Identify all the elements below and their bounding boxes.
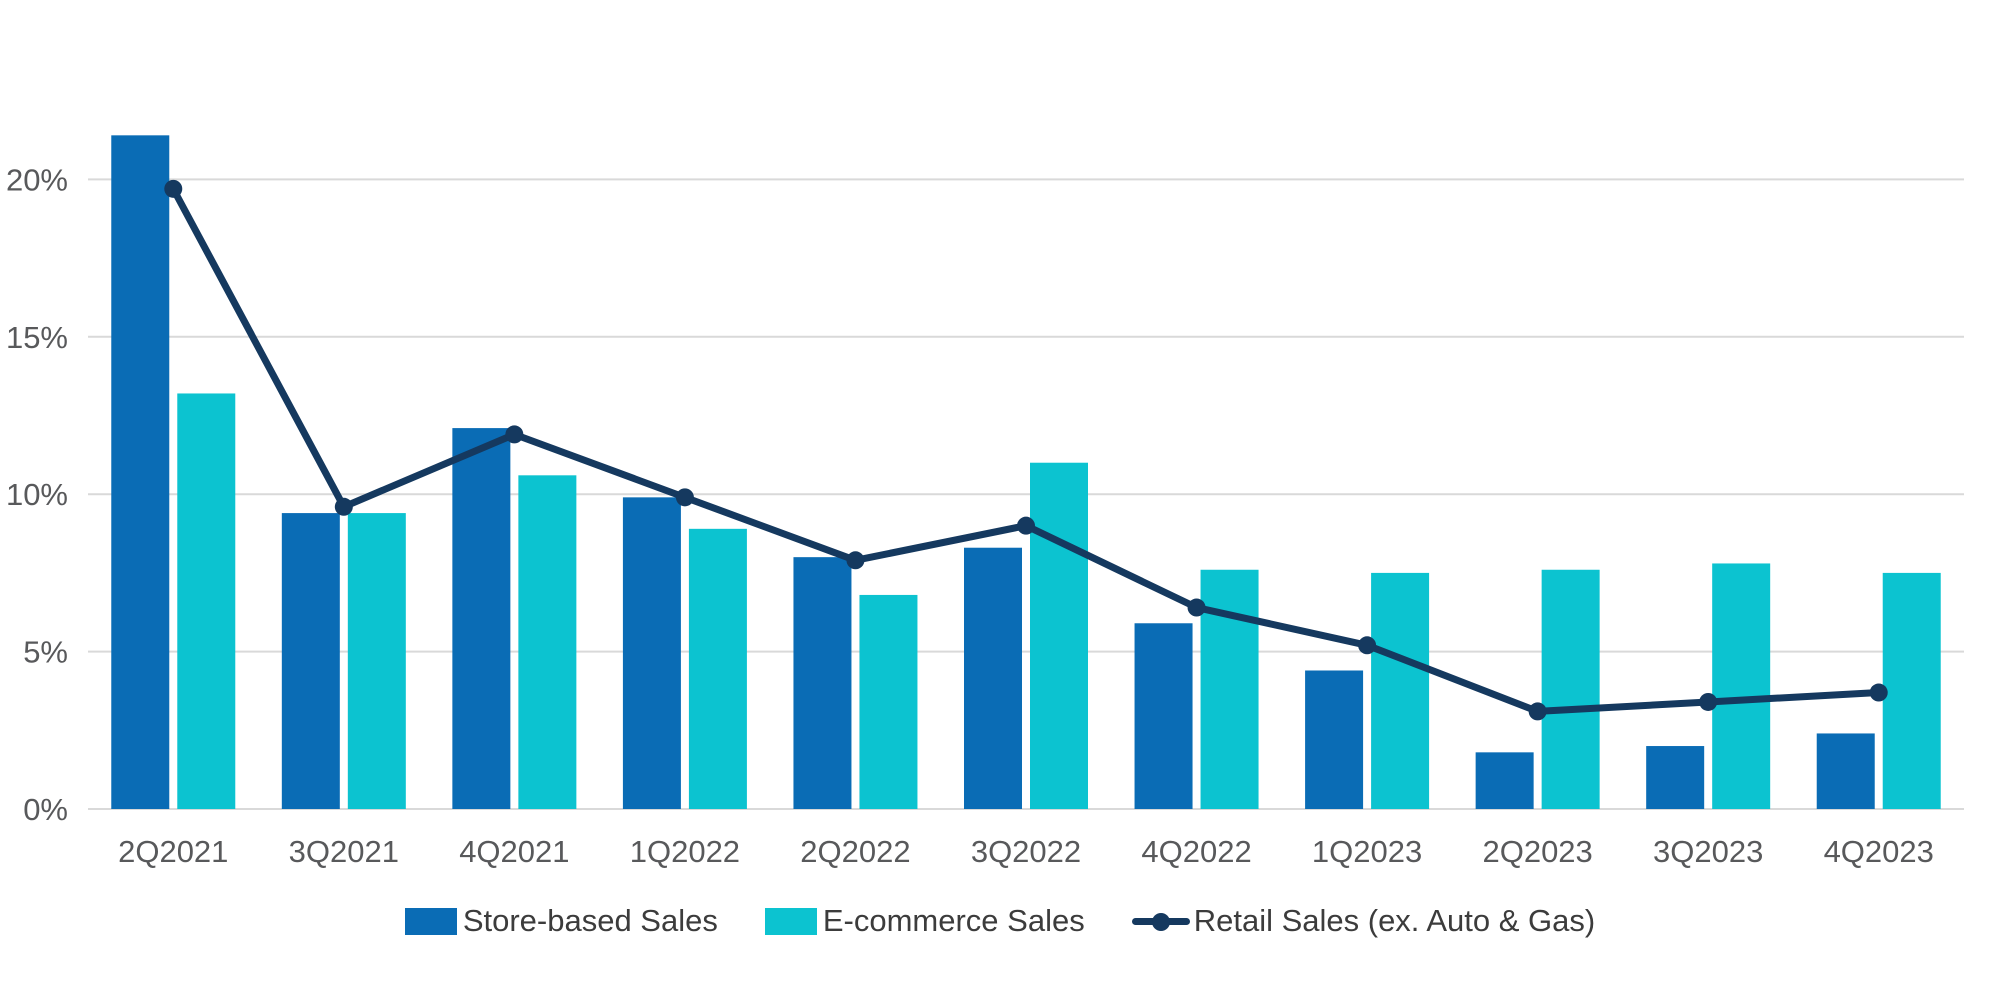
bar-store-based-4Q2022 <box>1134 623 1193 809</box>
y-tick-label: 15% <box>6 320 68 355</box>
retail-sales-line-marker-icon <box>1131 908 1190 935</box>
retail-sales-point-4Q2023 <box>1869 683 1888 702</box>
bar-ecommerce-3Q2022 <box>1030 462 1088 809</box>
legend-item-store-based-sales: Store-based Sales <box>404 903 718 939</box>
legend-label-retail-sales: Retail Sales (ex. Auto & Gas) <box>1193 903 1596 938</box>
legend-label-store-based-sales: Store-based Sales <box>462 903 718 938</box>
bar-store-based-3Q2023 <box>1646 746 1705 809</box>
bar-ecommerce-1Q2022 <box>688 528 747 809</box>
x-tick-label: 1Q2023 <box>1312 834 1422 869</box>
x-tick-label: 4Q2021 <box>459 834 569 869</box>
retail-sales-point-2Q2022 <box>846 551 865 570</box>
retail-sales-point-3Q2021 <box>334 497 353 516</box>
bar-ecommerce-2Q2021 <box>177 393 236 809</box>
bar-store-based-2Q2022 <box>793 557 852 809</box>
bar-store-based-1Q2022 <box>622 497 681 809</box>
y-tick-label: 0% <box>23 792 68 827</box>
bar-ecommerce-2Q2023 <box>1541 569 1600 809</box>
y-tick-label: 20% <box>6 162 68 197</box>
bar-ecommerce-2Q2022 <box>859 594 918 809</box>
y-tick-label: 5% <box>23 635 68 670</box>
x-tick-label: 2Q2022 <box>800 834 910 869</box>
bar-store-based-2Q2021 <box>111 135 170 809</box>
retail-sales-point-4Q2021 <box>505 425 524 444</box>
x-tick-label: 4Q2023 <box>1824 834 1934 869</box>
x-tick-label: 4Q2022 <box>1141 834 1251 869</box>
legend-item-retail-sales-line: Retail Sales (ex. Auto & Gas) <box>1131 903 1596 939</box>
retail-sales-point-3Q2023 <box>1699 692 1718 711</box>
bar-ecommerce-4Q2023 <box>1882 572 1941 809</box>
bar-store-based-4Q2023 <box>1816 733 1875 809</box>
retail-sales-point-2Q2023 <box>1528 702 1547 721</box>
bar-store-based-4Q2021 <box>452 428 511 809</box>
x-tick-label: 1Q2022 <box>630 834 740 869</box>
bar-ecommerce-3Q2023 <box>1712 563 1771 809</box>
retail-sales-point-3Q2022 <box>1017 516 1035 535</box>
legend-label-ecommerce-sales: E-commerce Sales <box>822 903 1085 938</box>
bar-ecommerce-3Q2021 <box>347 513 406 809</box>
bar-store-based-3Q2022 <box>964 547 1022 809</box>
ecommerce-sales-swatch-icon <box>764 907 817 935</box>
bar-ecommerce-4Q2021 <box>518 475 577 809</box>
retail-sales-point-4Q2022 <box>1187 598 1206 617</box>
bar-store-based-1Q2023 <box>1305 670 1364 809</box>
chart-plot-area: 0% 5% 10% 15% 20% 2Q2021 3Q2021 4Q2021 1Q2022 2Q2… <box>6 135 1964 869</box>
x-tick-label: 2Q2023 <box>1482 834 1592 869</box>
bar-store-based-2Q2023 <box>1475 752 1534 809</box>
x-tick-label: 3Q2022 <box>971 834 1081 869</box>
retail-sales-point-2Q2021 <box>164 179 183 198</box>
store-based-sales-swatch-icon <box>404 907 457 935</box>
bar-ecommerce-1Q2023 <box>1371 572 1430 809</box>
bar-ecommerce-4Q2022 <box>1200 569 1259 809</box>
x-tick-label: 3Q2023 <box>1653 834 1763 869</box>
legend-line-dot <box>1151 912 1170 931</box>
x-tick-label: 2Q2021 <box>118 834 228 869</box>
chart-legend: Store-based Sales E-commerce Sales Retai… <box>0 893 2000 949</box>
x-tick-label: 3Q2021 <box>289 834 399 869</box>
legend-item-ecommerce-sales: E-commerce Sales <box>764 903 1085 939</box>
retail-sales-point-1Q2022 <box>675 488 694 507</box>
retail-sales-line <box>169 185 1883 715</box>
y-tick-label: 10% <box>6 477 68 512</box>
bar-store-based-3Q2021 <box>281 513 340 809</box>
retail-sales-point-1Q2023 <box>1358 636 1377 655</box>
